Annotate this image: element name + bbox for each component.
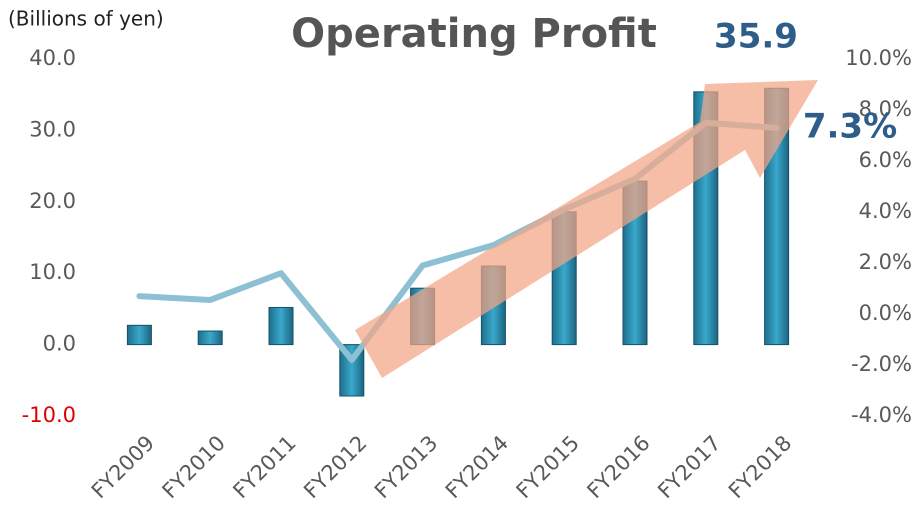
y2-tick-label: 10.0% [845,46,912,70]
y-tick-label: 40.0 [29,46,76,70]
y2-tick-label: 2.0% [859,250,912,274]
y2-tick-label: 6.0% [859,148,912,172]
x-tick-label: FY2010 [158,431,230,503]
x-tick-label: FY2013 [370,431,442,503]
y-tick-label: -10.0 [22,403,76,427]
y2-tick-label: 0.0% [859,301,912,325]
y-tick-label: 30.0 [29,117,76,141]
y2-tick-label: -4.0% [851,403,912,427]
annotation: 7.3% [803,107,897,147]
x-tick-label: FY2016 [582,431,654,503]
x-tick-label: FY2012 [299,431,371,503]
trend-arrow [355,80,818,378]
annotation: 35.9 [714,17,798,57]
axis-label: (Billions of yen) [8,7,164,31]
bar [126,324,152,346]
x-tick-label: FY2009 [87,431,159,503]
bar [268,306,294,346]
y2-tick-label: 4.0% [859,199,912,223]
chart-title: Operating Profit [291,11,657,57]
x-tick-label: FY2011 [228,431,300,503]
y-tick-label: 10.0 [29,260,76,284]
x-tick-label: FY2017 [653,431,725,503]
y-tick-label: 20.0 [29,189,76,213]
y2-tick-label: 8.0% [859,97,912,121]
x-tick-label: FY2014 [441,431,513,503]
x-tick-label: FY2015 [512,431,584,503]
y-tick-label: 0.0 [43,332,76,356]
y2-tick-label: -2.0% [851,352,912,376]
bar [197,330,223,346]
x-tick-label: FY2018 [724,431,796,503]
